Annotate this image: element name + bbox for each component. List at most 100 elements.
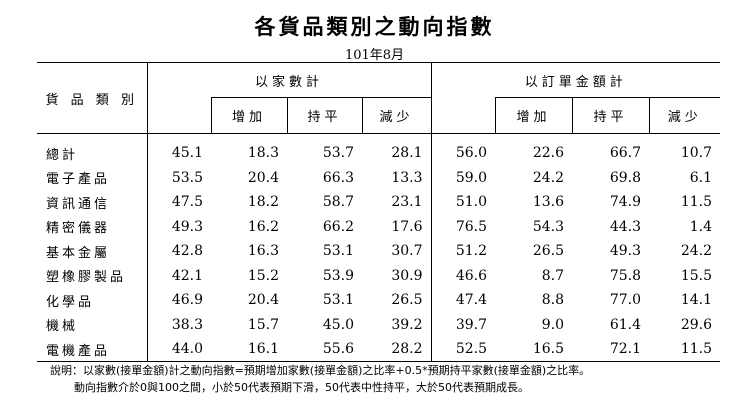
cell-c-index: 42.1 xyxy=(171,267,203,284)
notes: 說明：以家數(接單金額)計之動向指數=預期增加家數(接單金額)之比率+0.5*預… xyxy=(50,362,590,396)
cell-c-index: 38.3 xyxy=(171,316,203,333)
cell-a-flat: 77.0 xyxy=(609,292,642,309)
cell-a-inc: 8.7 xyxy=(541,267,565,284)
count-increase-header: 增加 xyxy=(211,97,288,134)
amount-decrease-header: 減少 xyxy=(649,97,721,134)
cell-a-dec: 11.5 xyxy=(649,337,721,362)
cell-c-dec: 13.3 xyxy=(362,165,432,190)
cell-a-index: 76.5 xyxy=(455,218,488,235)
category-name: 基本金屬 xyxy=(37,239,148,264)
cell-c-dec: 23.1 xyxy=(362,190,432,215)
cell-a-dec: 11.5 xyxy=(680,194,713,211)
amount-flat-header: 持平 xyxy=(572,97,650,134)
cell-a-index: 59.0 xyxy=(455,169,488,186)
amount-index-header xyxy=(431,97,496,134)
cell-c-flat: 66.3 xyxy=(322,169,354,186)
cell-c-inc: 20.4 xyxy=(247,292,279,309)
cell-c-dec: 26.5 xyxy=(362,288,432,313)
category-name: 塑橡膠製品 xyxy=(37,263,148,288)
cell-a-inc: 26.5 xyxy=(532,243,565,260)
table-row: 塑橡膠製品 42.1 15.2 53.9 30.9 46.6 8.7 75.8 15.5 xyxy=(37,263,720,288)
table-row: 電子產品 53.5 20.4 66.3 13.3 59.0 24.2 69.8 6.1 xyxy=(37,165,720,190)
cell-c-inc: 15.2 xyxy=(247,267,279,284)
cell-a-dec: 14.1 xyxy=(680,292,713,309)
category-name: 總計 xyxy=(37,133,148,166)
cell-c-flat: 58.7 xyxy=(322,194,354,211)
count-group-header: 以家數計 xyxy=(147,62,432,98)
category-name: 機械 xyxy=(37,312,148,337)
cell-a-flat: 49.3 xyxy=(609,243,642,260)
cell-c-inc: 16.1 xyxy=(211,337,287,362)
cell-a-dec: 15.5 xyxy=(680,267,713,284)
cell-c-dec: 17.6 xyxy=(362,214,432,239)
period-label: 101年8月 xyxy=(344,48,405,63)
amount-increase-header: 增加 xyxy=(495,97,573,134)
note-line-2: 動向指數介於0與100之間，小於50代表預期下滑，50代表中性持平，大於50代表… xyxy=(74,381,529,394)
cell-a-index: 51.0 xyxy=(455,194,488,211)
category-name: 精密儀器 xyxy=(37,214,148,239)
cell-c-inc: 18.2 xyxy=(247,194,279,211)
amount-group-header: 以訂單金額計 xyxy=(431,62,721,98)
cell-c-flat: 66.2 xyxy=(322,218,354,235)
count-flat-header: 持平 xyxy=(287,97,363,134)
category-header: 貨 品 類 別 xyxy=(37,62,148,134)
cell-a-index: 46.6 xyxy=(455,267,488,284)
cell-c-flat: 53.1 xyxy=(322,243,354,260)
table-row: 電機產品 44.0 16.1 55.6 28.2 52.5 16.5 72.1 11.5 xyxy=(37,337,721,362)
cell-c-index: 46.9 xyxy=(171,292,203,309)
cell-c-flat: 45.0 xyxy=(322,316,354,333)
cell-a-dec: 10.7 xyxy=(680,145,713,162)
cell-c-index: 47.5 xyxy=(171,194,203,211)
cell-c-flat: 53.9 xyxy=(322,267,354,284)
cell-a-inc: 54.3 xyxy=(532,218,565,235)
table-row: 機械 38.3 15.7 45.0 39.2 39.7 9.0 61.4 29.6 xyxy=(37,312,720,337)
cell-a-index: 52.5 xyxy=(431,337,496,362)
table-row: 基本金屬 42.8 16.3 53.1 30.7 51.2 26.5 49.3 24.2 xyxy=(37,239,720,264)
category-name: 電機產品 xyxy=(37,337,148,362)
count-decrease-header: 減少 xyxy=(362,97,432,134)
cell-a-flat: 44.3 xyxy=(609,218,642,235)
table-row: 精密儀器 49.3 16.2 66.2 17.6 76.5 54.3 44.3 1.4 xyxy=(37,214,720,239)
cell-c-flat: 53.1 xyxy=(322,292,354,309)
count-index-header xyxy=(147,97,212,134)
category-name: 資訊通信 xyxy=(37,190,148,215)
cell-c-dec: 28.1 xyxy=(362,133,432,166)
cell-c-index: 44.0 xyxy=(147,337,211,362)
cell-a-index: 47.4 xyxy=(455,292,488,309)
cell-a-index: 56.0 xyxy=(455,145,488,162)
cell-c-index: 45.1 xyxy=(171,145,203,162)
cell-a-inc: 24.2 xyxy=(532,169,565,186)
table-row: 資訊通信 47.5 18.2 58.7 23.1 51.0 13.6 74.9 11.5 xyxy=(37,190,720,215)
cell-a-flat: 61.4 xyxy=(609,316,642,333)
cell-a-flat: 66.7 xyxy=(609,145,642,162)
cell-a-dec: 6.1 xyxy=(689,169,713,186)
cell-c-inc: 15.7 xyxy=(247,316,279,333)
table-row: 總計 45.1 18.3 53.7 28.1 56.0 22.6 66.7 10.7 xyxy=(37,133,720,166)
cell-a-inc: 8.8 xyxy=(541,292,565,309)
cell-a-flat: 72.1 xyxy=(572,337,650,362)
cell-a-dec: 24.2 xyxy=(680,243,713,260)
cell-a-inc: 13.6 xyxy=(532,194,565,211)
cell-c-index: 42.8 xyxy=(171,243,203,260)
table-row: 化學品 46.9 20.4 53.1 26.5 47.4 8.8 77.0 14.1 xyxy=(37,288,720,313)
cell-a-inc: 22.6 xyxy=(532,145,565,162)
cell-c-dec: 39.2 xyxy=(362,312,432,337)
cell-c-inc: 16.2 xyxy=(247,218,279,235)
cell-c-index: 49.3 xyxy=(171,218,203,235)
cell-c-flat: 53.7 xyxy=(322,145,354,162)
cell-a-flat: 74.9 xyxy=(609,194,642,211)
category-name: 電子產品 xyxy=(37,165,148,190)
cell-a-dec: 29.6 xyxy=(680,316,713,333)
cell-c-dec: 28.2 xyxy=(362,337,432,362)
category-name: 化學品 xyxy=(37,288,148,313)
cell-a-flat: 75.8 xyxy=(609,267,642,284)
index-table: 貨 品 類 別 以家數計 以訂單金額計 增加 持平 減少 增加 持平 減少 總計… xyxy=(37,62,721,362)
cell-a-index: 39.7 xyxy=(455,316,488,333)
page-title: 各貨品類別之動向指數 xyxy=(254,15,495,39)
cell-c-inc: 20.4 xyxy=(247,169,279,186)
cell-a-flat: 69.8 xyxy=(609,169,642,186)
cell-a-index: 51.2 xyxy=(455,243,488,260)
cell-c-inc: 18.3 xyxy=(247,145,279,162)
cell-c-inc: 16.3 xyxy=(247,243,279,260)
cell-c-index: 53.5 xyxy=(171,169,203,186)
